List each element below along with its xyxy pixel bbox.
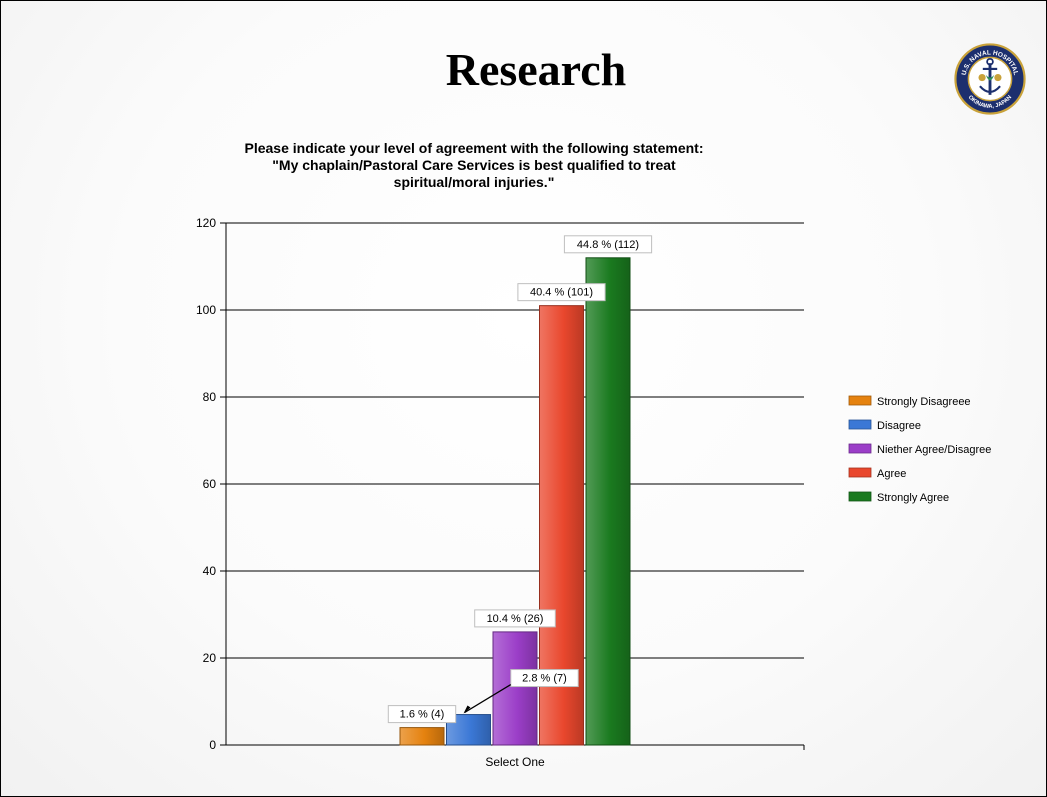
svg-text:1.6 % (4): 1.6 % (4) bbox=[400, 709, 445, 721]
svg-text:10.4 % (26): 10.4 % (26) bbox=[487, 613, 544, 625]
data-label-strongly-agree: 44.8 % (112) bbox=[563, 235, 653, 254]
svg-text:Niether Agree/Disagree: Niether Agree/Disagree bbox=[877, 444, 991, 456]
data-label-agree: 40.4 % (101) bbox=[517, 283, 606, 302]
chart-title-line-2: "My chaplain/Pastoral Care Services is b… bbox=[272, 157, 676, 173]
y-tick-label: 0 bbox=[209, 738, 216, 752]
naval-hospital-seal-icon: U.S. NAVAL HOSPITAL OKINAWA, JAPAN bbox=[954, 43, 1026, 115]
svg-text:2.8 % (7): 2.8 % (7) bbox=[522, 673, 567, 685]
y-tick-label: 80 bbox=[203, 390, 217, 404]
legend-item-strongly-disagreee: Strongly Disagreee bbox=[848, 395, 971, 408]
svg-text:Strongly Agree: Strongly Agree bbox=[877, 492, 949, 504]
y-tick-label: 60 bbox=[203, 477, 217, 491]
legend-item-strongly-agree: Strongly Agree bbox=[848, 491, 949, 504]
svg-text:Disagree: Disagree bbox=[877, 420, 921, 432]
chart-title-line-1: Please indicate your level of agreement … bbox=[245, 140, 704, 156]
data-label-niether-agree-disagree: 10.4 % (26) bbox=[474, 609, 556, 628]
y-tick-label: 20 bbox=[203, 651, 217, 665]
svg-text:Strongly Disagreee: Strongly Disagreee bbox=[877, 396, 971, 408]
bar-strongly-disagreee bbox=[399, 727, 445, 746]
svg-text:44.8 % (112): 44.8 % (112) bbox=[577, 239, 639, 251]
legend-item-niether-agree-disagree: Niether Agree/Disagree bbox=[848, 443, 991, 456]
y-tick-label: 100 bbox=[196, 303, 216, 317]
legend-item-disagree: Disagree bbox=[848, 419, 921, 432]
y-tick-label: 40 bbox=[203, 564, 217, 578]
data-label-disagree: 2.8 % (7) bbox=[510, 669, 579, 688]
svg-text:Agree: Agree bbox=[877, 468, 906, 480]
slide-title: Research bbox=[445, 44, 627, 95]
y-tick-label: 120 bbox=[196, 216, 216, 230]
data-label-strongly-disagreee: 1.6 % (4) bbox=[387, 705, 457, 724]
bar-strongly-agree bbox=[585, 257, 631, 746]
svg-text:40.4 % (101): 40.4 % (101) bbox=[530, 287, 593, 299]
bar-niether-agree-disagree bbox=[492, 631, 538, 746]
chart-title-line-3: spiritual/moral injuries." bbox=[394, 174, 555, 190]
data-label-leader bbox=[464, 684, 512, 714]
legend-item-agree: Agree bbox=[848, 467, 906, 480]
x-tick-label: Select One bbox=[485, 755, 545, 769]
